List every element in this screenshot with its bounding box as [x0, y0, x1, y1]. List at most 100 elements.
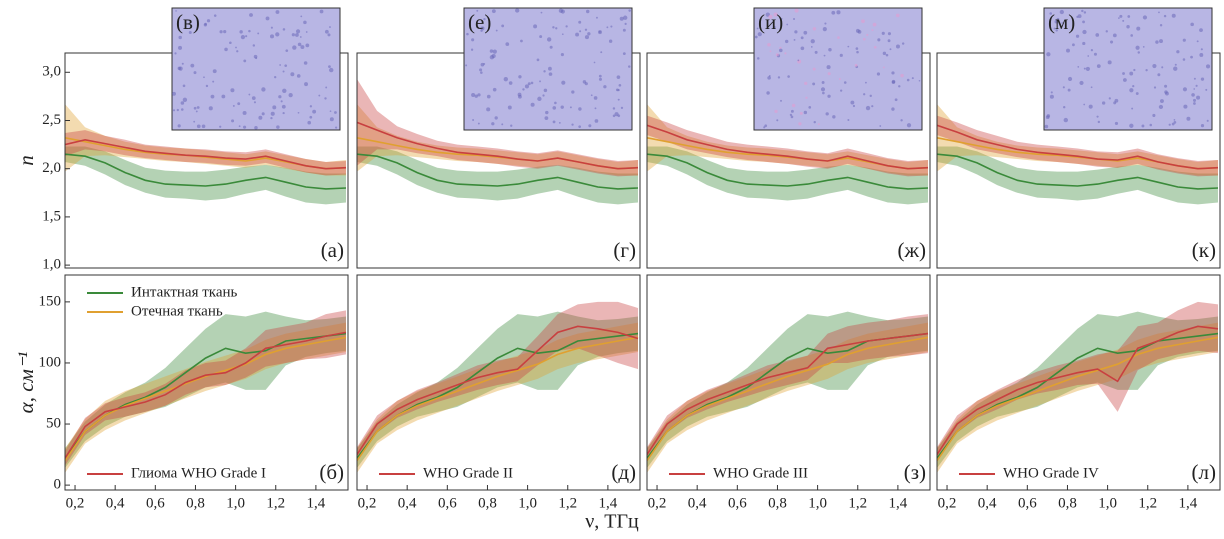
inset-texture: [270, 111, 275, 116]
inset-texture: [193, 71, 197, 75]
panel-frame: [646, 274, 931, 491]
y-tick-label: 50: [46, 415, 61, 431]
inset-texture: [1122, 19, 1125, 22]
confidence-band: [647, 146, 928, 205]
inset-texture: [1097, 120, 1101, 124]
inset-texture: [831, 10, 836, 15]
inset-texture: [309, 115, 313, 119]
inset-texture: [1199, 53, 1204, 57]
inset-texture: [552, 26, 555, 29]
inset-texture: [1046, 52, 1051, 57]
y-tick-label: 150: [39, 293, 62, 309]
inset-texture: [299, 36, 302, 38]
inset-texture: [558, 121, 561, 124]
inset-texture: [855, 28, 860, 33]
inset-texture: [190, 63, 195, 68]
inset-texture: [780, 17, 783, 20]
inset-texture: [518, 94, 522, 99]
inset-texture: [584, 28, 588, 31]
inset-texture: [593, 96, 598, 100]
inset-texture: [172, 109, 176, 112]
inset-texture: [578, 125, 582, 129]
x-tick-label: 1,4: [599, 495, 618, 511]
inset-texture: [1191, 93, 1195, 97]
inset-texture: [822, 91, 825, 95]
inset-texture: [1082, 29, 1087, 35]
inset-texture: [901, 42, 905, 45]
x-tick-label: 0,4: [688, 495, 707, 511]
inset-texture: [212, 69, 217, 74]
plot-area: [647, 311, 929, 473]
inset-texture: [823, 54, 826, 57]
inset-texture: [325, 86, 328, 89]
inset-texture: [235, 46, 237, 49]
confidence-band: [65, 130, 346, 176]
inset-texture: [836, 10, 841, 15]
inset-texture: [1122, 78, 1127, 82]
inset-texture: [871, 105, 874, 108]
inset-texture: [1193, 102, 1196, 105]
inset-texture: [847, 45, 850, 48]
x-tick-label: 0,8: [1058, 495, 1077, 511]
inset-texture: [492, 49, 497, 54]
panel-frame: [356, 274, 641, 491]
inset-texture: [900, 73, 904, 78]
inset-texture: [1182, 87, 1188, 92]
inset-texture: [594, 107, 597, 110]
inset-texture: [774, 109, 778, 113]
inset-texture: [623, 15, 628, 20]
inset-label: (е): [468, 10, 491, 34]
confidence-band: [937, 146, 1218, 205]
inset-image: [463, 7, 633, 131]
x-axis-label: ν, ТГц: [585, 511, 639, 533]
inset-texture: [1182, 38, 1186, 42]
inset-texture: [1137, 51, 1141, 54]
inset-texture: [555, 27, 558, 30]
plot-area: [65, 310, 347, 473]
inset-texture: [303, 20, 307, 25]
inset-texture: [270, 116, 273, 120]
confidence-band: [357, 79, 638, 177]
inset-texture: [1049, 12, 1053, 15]
x-tick-label: 0,6: [728, 495, 747, 511]
inset-texture: [837, 36, 840, 39]
inset-texture: [258, 115, 263, 120]
inset-texture: [239, 30, 243, 34]
inset-texture: [1129, 123, 1134, 128]
inset-texture: [193, 120, 196, 123]
inset-texture: [608, 39, 613, 43]
inset-texture: [779, 46, 782, 50]
inset-texture: [617, 98, 620, 101]
inset-texture: [866, 33, 869, 37]
confidence-band: [937, 115, 1218, 177]
inset-texture: [491, 9, 496, 14]
inset-texture: [1171, 13, 1176, 18]
inset-texture: [285, 49, 289, 53]
inset-texture: [508, 81, 513, 85]
x-tick-label: 0,2: [358, 495, 377, 511]
inset-texture: [248, 93, 251, 96]
inset-texture: [205, 84, 209, 88]
x-tick-label: 1,0: [226, 495, 245, 511]
inset-texture: [791, 103, 796, 108]
inset-texture: [533, 24, 538, 29]
inset-texture: [1096, 64, 1101, 69]
confidence-band: [937, 301, 1218, 462]
inset-texture: [524, 84, 529, 89]
confidence-band: [357, 146, 638, 205]
inset-texture: [1063, 117, 1068, 123]
inset-texture: [240, 35, 246, 40]
inset-texture: [1088, 104, 1093, 109]
x-tick-label: 1,2: [558, 495, 577, 511]
inset-texture: [1059, 9, 1064, 15]
inset-texture: [832, 115, 836, 119]
panel-frame: [64, 274, 349, 491]
inset-texture: [620, 106, 624, 110]
inset-texture: [766, 91, 770, 95]
inset-texture: [619, 16, 624, 21]
inset-texture: [1142, 15, 1148, 20]
confidence-band: [647, 104, 928, 176]
inset-texture: [472, 118, 475, 121]
inset-texture: [881, 31, 885, 35]
legend-label: Глиома WHO Grade I: [131, 465, 266, 481]
